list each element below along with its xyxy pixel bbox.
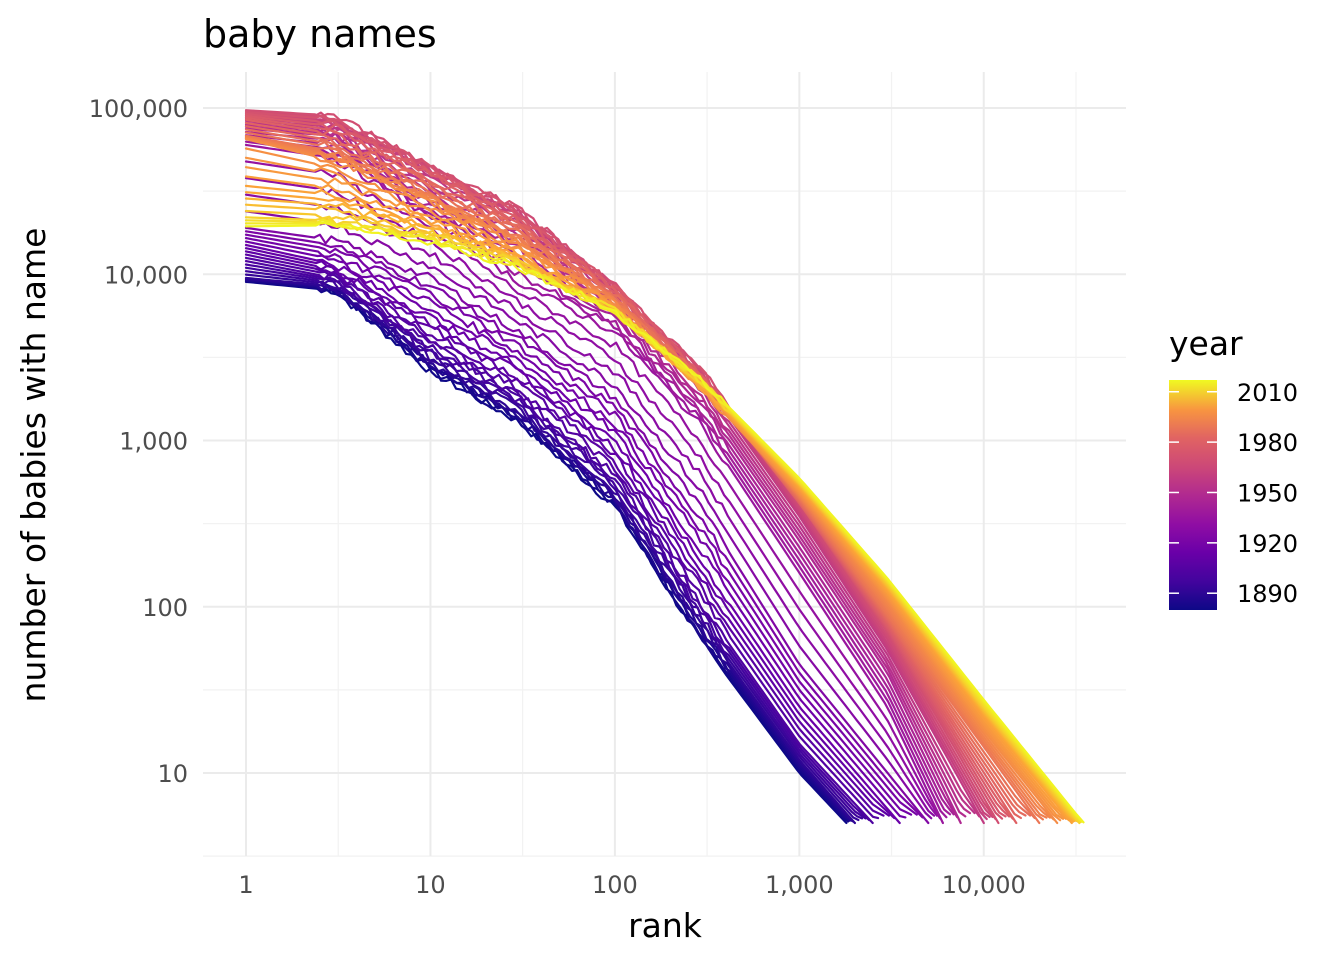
- series-line-1912: [244, 240, 907, 819]
- series-line-1934: [244, 137, 952, 816]
- series-line-1908: [244, 247, 896, 820]
- series-line-1966: [244, 114, 1011, 818]
- series-line-1880: [244, 280, 848, 825]
- series-line-1910: [244, 243, 901, 825]
- series-line-1898: [244, 263, 871, 822]
- series-line-1902: [244, 256, 880, 820]
- legend-breaks: 2010 1980 1950 1920 1890: [1169, 379, 1298, 608]
- x-tick-label: 1: [238, 871, 253, 899]
- series-line-1882: [244, 280, 850, 823]
- series-line-1906: [244, 250, 890, 817]
- series-line-1918: [244, 230, 924, 819]
- series-line-2016: [244, 221, 1085, 824]
- legend-break-label: 1890: [1237, 580, 1298, 608]
- legend-break-label: 1950: [1237, 479, 1298, 507]
- legend-colorbar: [1169, 380, 1217, 610]
- series-line-1982: [244, 135, 1044, 821]
- series-line-1920: [244, 226, 930, 825]
- series-line-1884: [244, 279, 851, 822]
- series-line-1930: [244, 143, 944, 825]
- x-tick-label: 10: [415, 871, 446, 899]
- y-tick-label: 10,000: [104, 261, 188, 289]
- series-line-2012: [244, 219, 1082, 823]
- series-line-1888: [244, 277, 855, 823]
- x-axis-title: rank: [628, 906, 703, 945]
- y-axis-ticks: 10 100 1,000 10,000 100,000: [89, 95, 188, 788]
- chart-title: baby names: [203, 12, 437, 56]
- legend-title: year: [1169, 324, 1243, 363]
- series-lines: [244, 109, 1085, 825]
- y-axis-title: number of babies with name: [14, 228, 53, 703]
- y-tick-label: 100,000: [89, 95, 188, 123]
- color-legend: year 2010 1980 1950 1920 1890: [1169, 324, 1298, 610]
- y-tick-label: 100: [142, 594, 188, 622]
- series-line-1922: [244, 210, 933, 820]
- series-line-1914: [244, 237, 913, 816]
- series-line-2014: [244, 218, 1084, 823]
- x-tick-label: 1,000: [765, 871, 834, 899]
- series-line-1916: [244, 233, 918, 816]
- x-tick-label: 100: [592, 871, 638, 899]
- x-axis-ticks: 1 10 100 1,000 10,000: [238, 871, 1025, 899]
- y-tick-label: 1,000: [119, 428, 188, 456]
- series-line-1900: [244, 260, 874, 825]
- series-line-1942: [244, 125, 967, 818]
- x-tick-label: 10,000: [942, 871, 1026, 899]
- series-line-1926: [244, 177, 939, 817]
- legend-break-label: 1920: [1237, 530, 1298, 558]
- legend-break-label: 2010: [1237, 379, 1298, 407]
- y-tick-label: 10: [157, 760, 188, 788]
- legend-break-label: 1980: [1237, 429, 1298, 457]
